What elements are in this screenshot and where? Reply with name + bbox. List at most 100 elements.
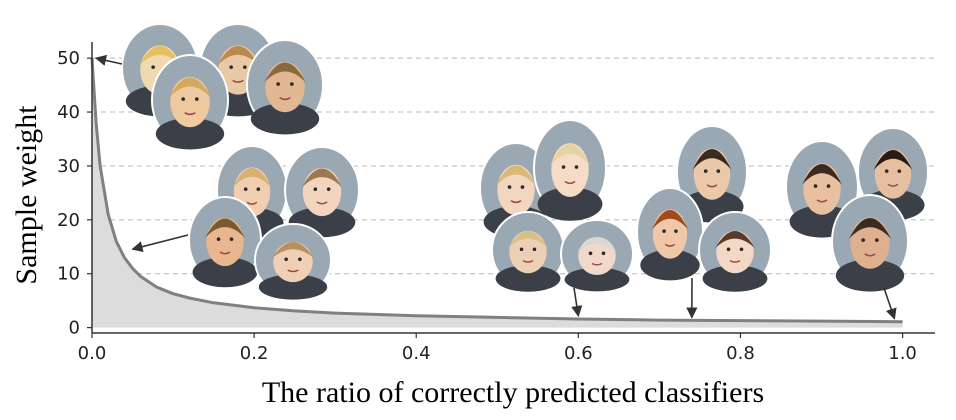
photo-face xyxy=(551,143,589,197)
arrow-1 xyxy=(94,54,123,66)
y-tick-label: 20 xyxy=(57,210,80,231)
photo-hair xyxy=(217,46,259,66)
face-group-3 xyxy=(479,119,634,292)
y-tick-label: 10 xyxy=(57,264,80,285)
photo-hair xyxy=(272,242,314,259)
photo-hair xyxy=(264,62,306,83)
photo-face xyxy=(302,167,342,217)
arrows xyxy=(94,54,897,320)
photo-eye xyxy=(726,247,731,252)
series-line xyxy=(90,58,903,324)
photo-face xyxy=(716,230,754,274)
photo-eye xyxy=(574,165,579,169)
photo-mouth xyxy=(591,262,603,266)
photo-eye xyxy=(276,82,280,86)
tick-labels: 0 10 20 30 40 50 0.0 0.2 0.4 0.6 0.8 1.0 xyxy=(57,48,917,364)
photo-shoulders xyxy=(192,257,258,288)
y-tick-label: 50 xyxy=(57,48,80,69)
face-photo xyxy=(246,39,324,135)
photo-mouth xyxy=(564,180,576,185)
photo-mouth xyxy=(184,111,196,116)
photo-eye xyxy=(243,187,248,191)
photo-hair xyxy=(849,218,891,239)
arrow-3 xyxy=(571,287,583,318)
face-photo xyxy=(284,146,360,238)
x-tick-label: 1.0 xyxy=(888,343,917,364)
photo-face xyxy=(874,149,912,199)
photo-eye xyxy=(532,247,537,252)
photo-eye xyxy=(290,82,294,86)
photo-mouth xyxy=(232,79,244,83)
face-group-1 xyxy=(121,23,324,150)
photo-eye xyxy=(195,97,199,101)
y-axis-title: Sample weight xyxy=(10,105,43,285)
photo-eye xyxy=(897,169,902,173)
photo-hair xyxy=(169,77,211,98)
area-layer xyxy=(90,58,903,328)
face-photo xyxy=(636,187,704,281)
photo-face xyxy=(693,148,731,200)
photo-mouth xyxy=(664,243,676,247)
face-photo xyxy=(831,194,909,292)
photo-eye xyxy=(326,187,331,191)
photo-eye xyxy=(826,184,831,188)
photo-eye xyxy=(674,229,678,233)
photo-shoulders xyxy=(495,265,561,292)
photo-face xyxy=(578,236,616,276)
photo-face xyxy=(273,241,313,283)
photo-mouth xyxy=(246,201,258,205)
photo-mouth xyxy=(729,259,741,263)
photo-mouth xyxy=(706,184,718,188)
photo-eye xyxy=(884,169,889,173)
photo-mouth xyxy=(864,253,876,257)
photo-hair xyxy=(651,210,689,230)
photo-shoulders xyxy=(564,267,630,292)
photo-face xyxy=(850,217,890,269)
photo-eye xyxy=(243,65,247,69)
face-photo xyxy=(188,196,262,288)
area-fill xyxy=(92,58,903,328)
photo-hair xyxy=(232,168,272,188)
photo-mouth xyxy=(279,96,291,101)
photo-eye xyxy=(739,247,744,252)
face-group-4 xyxy=(636,125,772,292)
photo-eye xyxy=(875,238,879,242)
photo-hair xyxy=(802,164,842,185)
face-group-2 xyxy=(188,145,360,300)
photo-eye xyxy=(216,237,221,241)
photo-face xyxy=(652,209,688,259)
face-photo xyxy=(491,211,565,292)
photo-mouth xyxy=(510,199,522,204)
photo-mouth xyxy=(219,251,231,255)
x-tick-label: 0.8 xyxy=(726,343,755,364)
photo-eye xyxy=(662,229,666,233)
photo-eye xyxy=(313,187,318,191)
photo-hair xyxy=(692,149,732,170)
photo-shoulders xyxy=(250,103,320,135)
photo-eye xyxy=(519,247,524,252)
photo-shoulders xyxy=(835,259,905,292)
x-tick-label: 0.4 xyxy=(402,343,431,364)
y-tick-label: 0 xyxy=(69,318,80,339)
face-photo xyxy=(254,223,332,300)
x-axis-title: The ratio of correctly predicted classif… xyxy=(262,376,764,409)
photo-eye xyxy=(298,257,302,262)
photo-mouth xyxy=(522,259,534,263)
photo-shoulders xyxy=(537,187,603,221)
photo-eye xyxy=(716,169,721,173)
photo-hair xyxy=(205,218,245,238)
face-photos xyxy=(121,23,929,300)
photo-eye xyxy=(256,187,261,191)
photo-hair xyxy=(550,144,590,166)
face-photo xyxy=(698,211,772,292)
photo-hair xyxy=(496,165,536,186)
face-photo xyxy=(151,54,229,150)
y-tick-label: 30 xyxy=(57,156,80,177)
photo-shoulders xyxy=(258,274,328,300)
photo-eye xyxy=(813,184,818,188)
photo-face xyxy=(170,76,210,128)
photo-face xyxy=(206,217,244,267)
photo-mouth xyxy=(887,183,899,187)
face-group-5 xyxy=(785,127,929,292)
photo-face xyxy=(265,61,305,113)
